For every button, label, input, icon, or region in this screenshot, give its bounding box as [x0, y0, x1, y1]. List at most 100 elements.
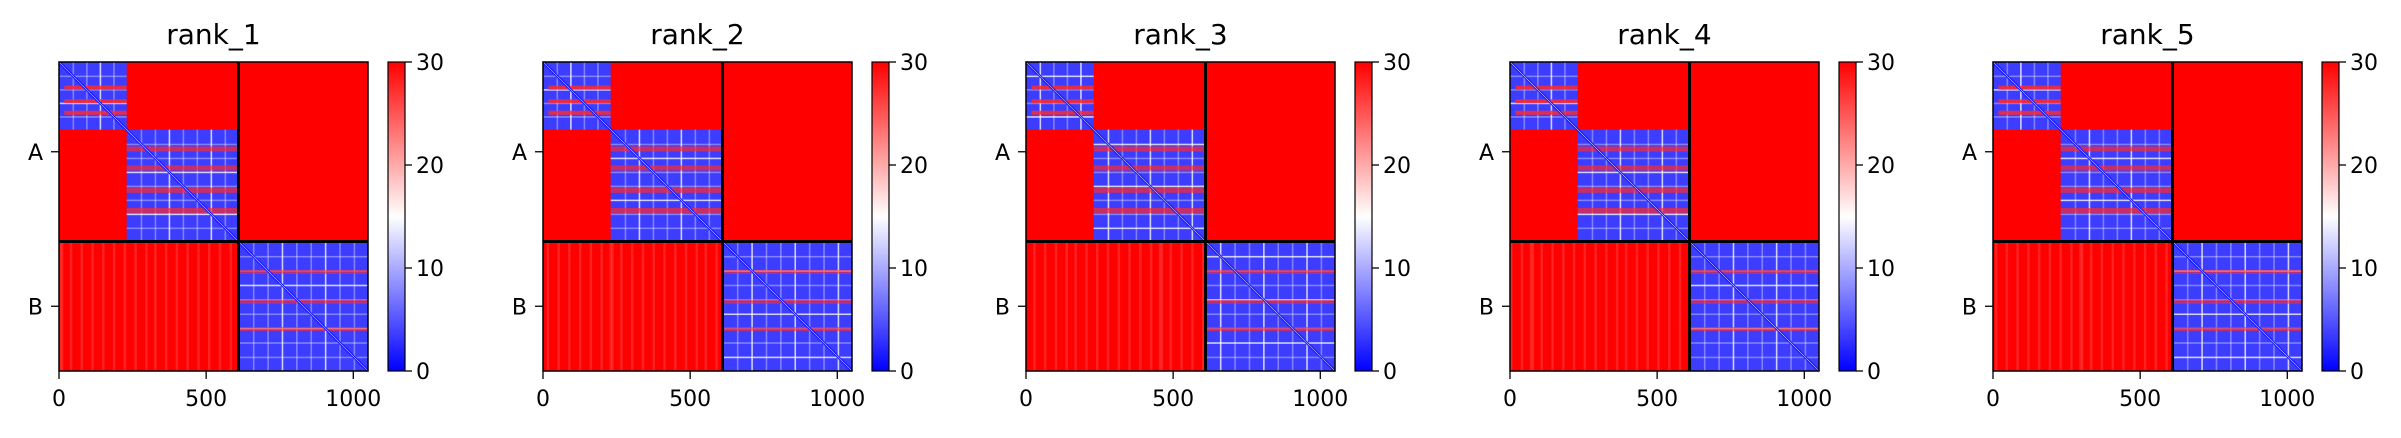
domain-grid [2006, 62, 2009, 130]
stripe [1678, 241, 1682, 371]
panel-title: rank_2 [650, 18, 744, 51]
stripe [1033, 241, 1036, 371]
domain-grid [722, 356, 852, 359]
domain-grid [736, 241, 739, 371]
x-tick-label: 1000 [1292, 387, 1348, 412]
domain-grid [126, 157, 239, 160]
stripe [684, 241, 688, 371]
domain-band [1515, 110, 1578, 115]
stripe [1562, 241, 1565, 371]
stripe [1583, 241, 1587, 371]
domain-band [2172, 270, 2302, 275]
colorbar-gradient [2321, 61, 2340, 372]
domain-grid [2273, 241, 2275, 371]
domain-grid [1205, 342, 1335, 344]
domain-grid [2172, 313, 2302, 316]
domain-grid [1591, 129, 1594, 242]
domain-grid [556, 62, 559, 130]
colorbar-tick-label: 10 [1383, 257, 1411, 282]
domain-grid [59, 89, 127, 91]
domain-grid [2172, 255, 2302, 258]
x-tick-label: 0 [1986, 387, 2000, 412]
domain-band [2060, 187, 2173, 193]
plot-frame [1025, 61, 1336, 372]
stripe [1667, 241, 1671, 371]
domain-grid [2060, 157, 2173, 160]
heatmap-panel-3: rank_3 0 500 1000 A B 0 10 20 30 [995, 18, 1411, 412]
domain-grid [1564, 62, 1566, 130]
domain-grid [1577, 157, 1690, 160]
x-tick-label: 1000 [325, 387, 381, 412]
domain-grid [238, 356, 368, 359]
domain-grid [1689, 313, 1819, 316]
stripe [69, 241, 73, 371]
domain-grid [1577, 143, 1690, 146]
domain-grid [2088, 129, 2091, 242]
stripe [1074, 241, 1077, 371]
domain-grid [1248, 241, 1251, 371]
domain-band [1577, 187, 1690, 193]
diagonal-highlight [1509, 61, 1820, 372]
domain-grid [1647, 129, 1650, 242]
stripe [557, 241, 560, 371]
domain-band [1515, 99, 1578, 104]
stripe [1572, 241, 1576, 371]
stripe [2079, 241, 2082, 371]
domain-grid [126, 199, 239, 202]
domain-grid [196, 129, 199, 242]
panel-title: rank_4 [1617, 18, 1711, 51]
domain-band [722, 270, 852, 275]
stripe [1117, 241, 1121, 371]
domain-grid [99, 62, 102, 130]
domain-grid [624, 129, 627, 242]
domain-grid [2130, 129, 2133, 242]
diagonal-highlight [58, 61, 369, 372]
domain-grid [610, 143, 723, 146]
stripe [1085, 241, 1088, 371]
domain-grid [794, 241, 797, 371]
colorbar-tick-label: 10 [416, 257, 444, 282]
domain-grid [1689, 342, 1819, 344]
domain-grid [2060, 143, 2173, 146]
diagonal-highlight [1025, 61, 1336, 372]
colorbar: 0 10 20 30 [387, 51, 444, 385]
domain-grid [1093, 227, 1206, 230]
stripe [546, 241, 550, 371]
domain-grid [59, 102, 127, 105]
stripe [1160, 241, 1164, 371]
stripe [1635, 241, 1639, 371]
stripe [1096, 241, 1099, 371]
domain-band [610, 165, 723, 171]
stripe [1054, 241, 1058, 371]
domain-band [722, 299, 852, 304]
domain-grid [224, 129, 227, 242]
domain-grid [1026, 89, 1094, 91]
domain-grid [2060, 199, 2173, 202]
domain-grid [694, 129, 697, 242]
panel-title: rank_5 [2100, 18, 2194, 51]
domain-grid [1510, 116, 1578, 118]
colorbar-tick-label: 30 [900, 51, 928, 76]
stripe [641, 241, 645, 371]
domain-grid [1163, 129, 1166, 242]
domain-grid [652, 129, 655, 242]
stripe [164, 241, 168, 371]
heatmap-panel-1: rank_1 0 500 1000 A B 0 10 20 30 [28, 18, 444, 412]
domain-grid [1993, 75, 2061, 78]
y-tick-label: A [995, 141, 1010, 166]
domain-grid [543, 102, 611, 105]
domain-band [2060, 207, 2173, 213]
domain-grid [1306, 241, 1308, 371]
y-tick-label: B [1479, 295, 1494, 320]
domain-grid [1689, 284, 1819, 287]
stripe [674, 241, 677, 371]
domain-grid [2258, 241, 2261, 371]
stripe [1065, 241, 1068, 371]
x-tick-label: 500 [1636, 387, 1678, 412]
domain-grid [1080, 62, 1082, 130]
domain-grid [610, 199, 723, 202]
stripe [229, 241, 233, 371]
domain-grid [59, 75, 127, 78]
stripe [1529, 241, 1533, 371]
